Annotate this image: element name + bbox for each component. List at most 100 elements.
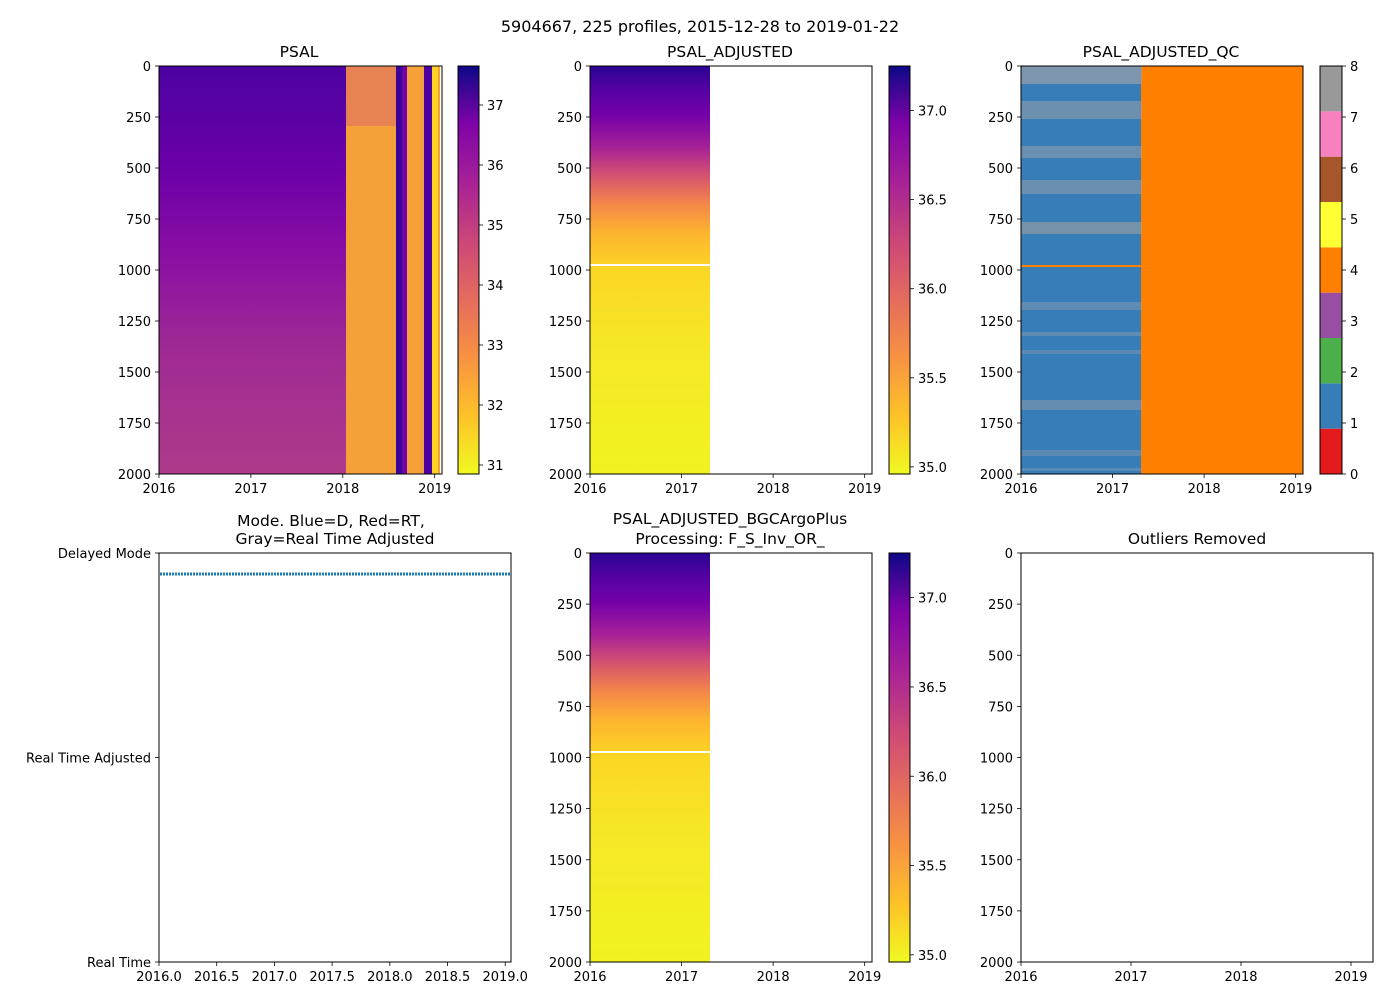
colorbar-tick-label: 2 [1350,366,1358,381]
y-tick-label: 1000 [980,264,1013,279]
panel-psal-adjusted-qc-title: PSAL_ADJUSTED_QC [1083,43,1240,62]
y-tick-label: 750 [557,700,582,715]
colorbar-tick-label: 33 [487,339,504,354]
y-tick-label: 1500 [549,854,582,869]
y-tick-label: 250 [988,598,1013,613]
y-tick-label: 1500 [980,854,1013,869]
y-tick-label: 1750 [980,905,1013,920]
y-tick-label: 250 [126,111,151,126]
colorbar-tick-label: 35.0 [918,461,947,476]
psal-adjusted-gap [590,264,710,266]
colorbar-tick-label: 35.0 [918,949,947,964]
colorbar-tick-label: 5 [1350,213,1358,228]
qc-flag8-band [1021,101,1142,119]
colorbar-tick-label: 0 [1350,468,1358,483]
qc-flag8-band [1021,450,1142,456]
y-tick-label: 0 [1005,547,1013,562]
y-tick-label: Delayed Mode [58,547,151,562]
x-tick-label: 2016.5 [194,970,240,985]
x-tick-label: 2017 [234,482,267,497]
colorbar-frame [888,552,911,963]
colorbar-segment [1320,428,1342,474]
panel-psal-adjusted-qc: PSAL_ADJUSTED_QC 2016 2017 2018 20190250500… [980,43,1358,497]
panel-psal-adjusted-bgc-colorbar: 35.0 35.5 36.0 36.5 37.0 [888,552,947,964]
x-tick-label: 2016 [573,970,606,985]
y-tick-label: 2000 [118,468,151,483]
qc-flag1-region [1021,66,1142,474]
panel-psal-adjusted-qc-axes: 2016 2017 2018 2019 0 250 500 750 1000 1250 1500 17… [980,60,1312,497]
colorbar-segment [1320,292,1342,338]
colorbar-tick-label: 34 [487,279,504,294]
x-tick-label: 2017 [1096,482,1129,497]
colorbar-tick-label: 35 [487,219,504,234]
colorbar-tick-label: 3 [1350,315,1358,330]
y-tick-label: 1250 [980,803,1013,818]
panel-psal-colorbar: 31 32 33 34 35 36 37 [457,65,504,475]
x-tick-label: 2016 [1004,482,1037,497]
x-tick-label: 2018 [326,482,359,497]
panel-psal-adjusted-heatmap [590,66,710,474]
colorbar-segment [1320,247,1342,293]
psal-low-band [432,66,438,474]
y-tick-label: 250 [557,598,582,613]
colorbar-gradient [889,66,910,474]
x-tick-label: 2018.0 [367,970,413,985]
colorbar-segment [1320,338,1342,384]
panel-psal: PSAL 2016 2017 2018 2019 0 250 500 750 1000 1250 1… [118,43,504,497]
qc-flag8-band [1021,400,1142,410]
y-tick-label: 1500 [118,366,151,381]
x-tick-label: 2016 [573,482,606,497]
y-tick-label: 500 [126,162,151,177]
panel-mode: Mode. Blue=D, Red=RT, Gray=Real Time Adj… [26,512,528,985]
colorbar-tick-label: 36.5 [918,681,947,696]
panel-psal-adjusted-bgc-title-line2: Processing: F_S_Inv_OR_ [635,530,824,549]
x-tick-label: 2019 [1334,970,1367,985]
psal-region-late-upper [346,66,396,126]
y-tick-label: 0 [574,60,582,75]
y-tick-label: 2000 [980,956,1013,971]
y-tick-label: 750 [988,213,1013,228]
panel-psal-title: PSAL [280,43,319,61]
colorbar-tick-label: 36.5 [918,194,947,209]
colorbar-tick-label: 36.0 [918,283,947,298]
panel-outliers-title: Outliers Removed [1128,530,1266,548]
x-tick-label: 2016.0 [136,970,182,985]
x-tick-label: 2019 [848,482,881,497]
x-tick-label: 2019 [848,970,881,985]
panel-psal-adjusted-colorbar: 35.0 35.5 36.0 36.5 37.0 [888,65,947,476]
bgc-field [590,553,710,962]
x-tick-label: 2017 [1114,970,1147,985]
panel-psal-axes: 2016 2017 2018 2019 0 250 500 750 1000 1250 1500 17… [118,60,451,497]
panel-mode-title: Mode. Blue=D, Red=RT, [237,512,425,530]
y-tick-label: 0 [143,60,151,75]
colorbar-segment [1320,156,1342,202]
y-tick-label: 1500 [980,366,1013,381]
qc-flag8-band [1021,302,1142,310]
y-tick-label: 1750 [549,905,582,920]
x-tick-label: 2017 [665,482,698,497]
y-tick-label: 250 [988,111,1013,126]
y-tick-label: 750 [557,213,582,228]
colorbar-segment [1320,383,1342,429]
axes-frame [158,552,512,963]
x-tick-label: 2018.5 [425,970,471,985]
y-tick-label: 1250 [549,315,582,330]
panel-psal-adjusted-qc-heatmap [1021,66,1303,474]
psal-fresh-band-3 [424,66,432,474]
x-tick-label: 2017 [665,970,698,985]
x-tick-label: 2018 [757,482,790,497]
colorbar-tick-label: 36.0 [918,770,947,785]
panel-mode-axes: 2016.0 2016.5 2017.0 2017.5 2018.0 2018.5 2019… [26,547,528,985]
panel-psal-adjusted-bgc-heatmap [590,553,710,962]
panel-psal-adjusted-bgc: PSAL_ADJUSTED_BGCArgoPlus Processing: F_… [549,510,947,985]
psal-fresh-band-2 [402,66,407,474]
colorbar-tick-label: 35.5 [918,372,947,387]
y-tick-label: 2000 [980,468,1013,483]
qc-flag8-band [1021,468,1142,471]
y-tick-label: 1750 [549,417,582,432]
y-tick-label: 1500 [549,366,582,381]
colorbar-tick-label: 4 [1350,264,1358,279]
panel-outliers-axes: 2016 2017 2018 2019 0 250 500 750 1000 1250 1500 17… [980,547,1374,985]
x-tick-label: 2019.0 [482,970,528,985]
